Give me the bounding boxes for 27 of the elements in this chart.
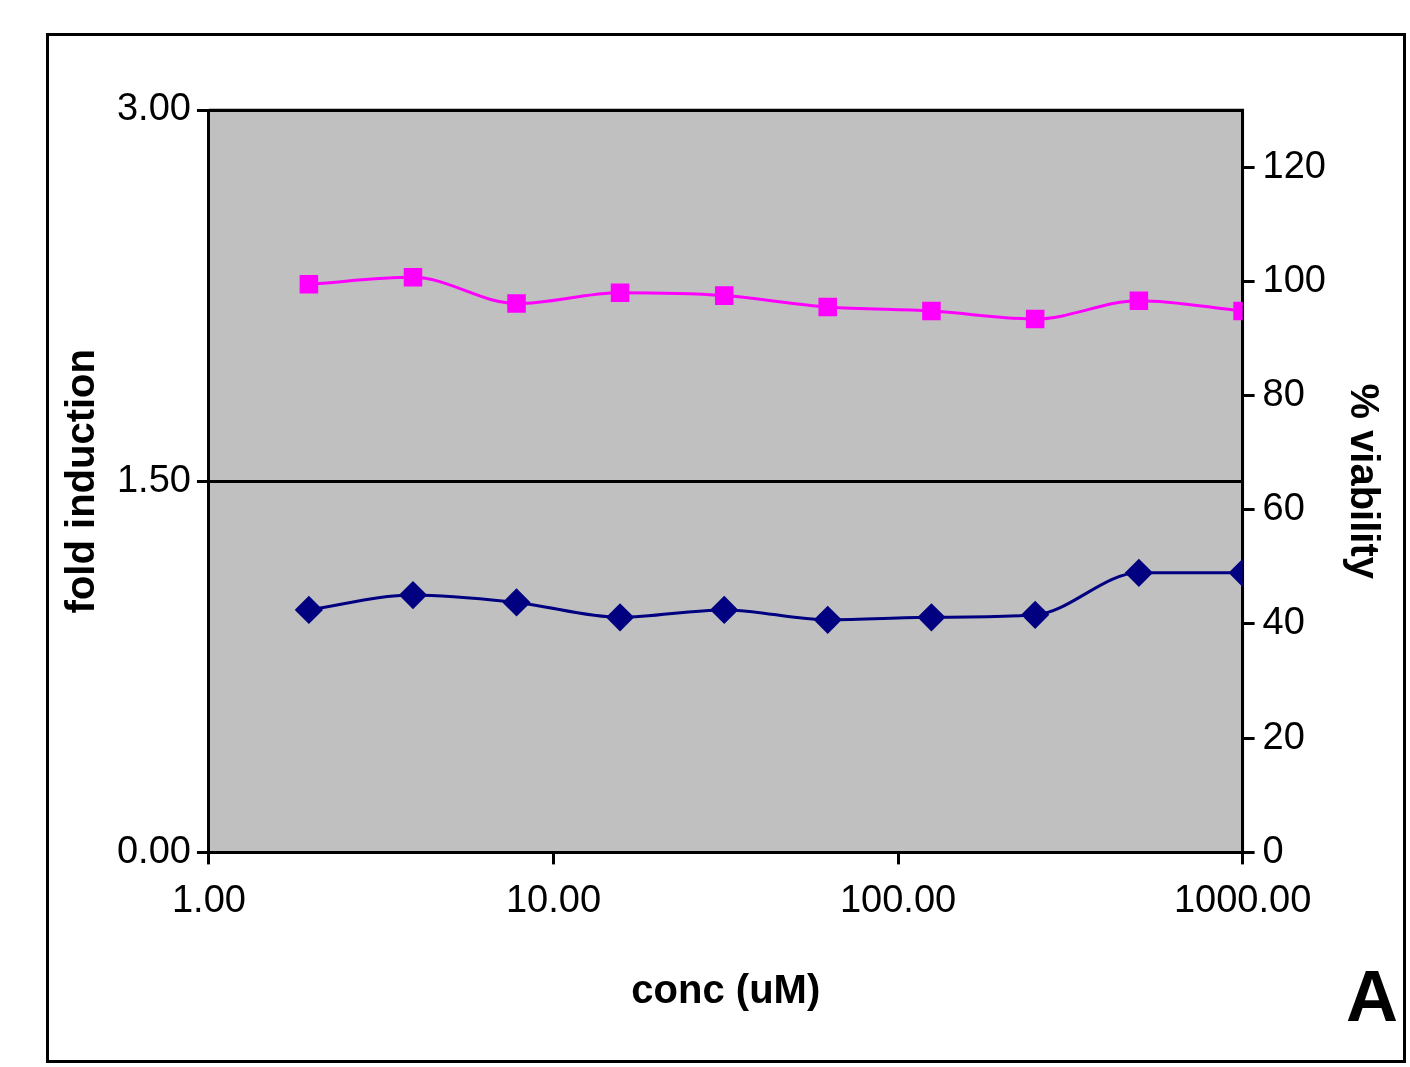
x-tick-label: 1.00 (171, 877, 246, 920)
y2-tick-label: 80 (1262, 372, 1305, 415)
point (714, 286, 734, 305)
point (403, 268, 423, 287)
x-tick-label: 1000.00 (1173, 877, 1312, 920)
y2-tick-label: 60 (1262, 486, 1305, 529)
y-tick-label: 3.00 (116, 86, 191, 129)
x-axis-title: conc (uM) (631, 967, 821, 1012)
y2-tick-label: 120 (1262, 143, 1326, 186)
point (922, 301, 941, 321)
x-tick-label: 10.00 (505, 877, 602, 920)
y2-tick-label: 20 (1262, 714, 1305, 757)
point (818, 297, 837, 317)
y-tick-label: 1.50 (116, 457, 191, 500)
y-tick-label: 0.00 (116, 828, 191, 871)
point (299, 274, 319, 294)
text: A (1346, 955, 1398, 1037)
y2-tick-label: 100 (1262, 257, 1326, 300)
y2-tick-label: 40 (1262, 600, 1305, 643)
point (507, 294, 526, 313)
point (610, 283, 630, 303)
y2-tick-label: 0 (1262, 828, 1284, 871)
x-tick-label: 100.00 (839, 877, 957, 920)
y-axis-title: fold induction (58, 349, 103, 614)
y2-axis-title: % viability (1342, 383, 1387, 580)
point (1025, 309, 1045, 329)
point (1129, 291, 1149, 311)
